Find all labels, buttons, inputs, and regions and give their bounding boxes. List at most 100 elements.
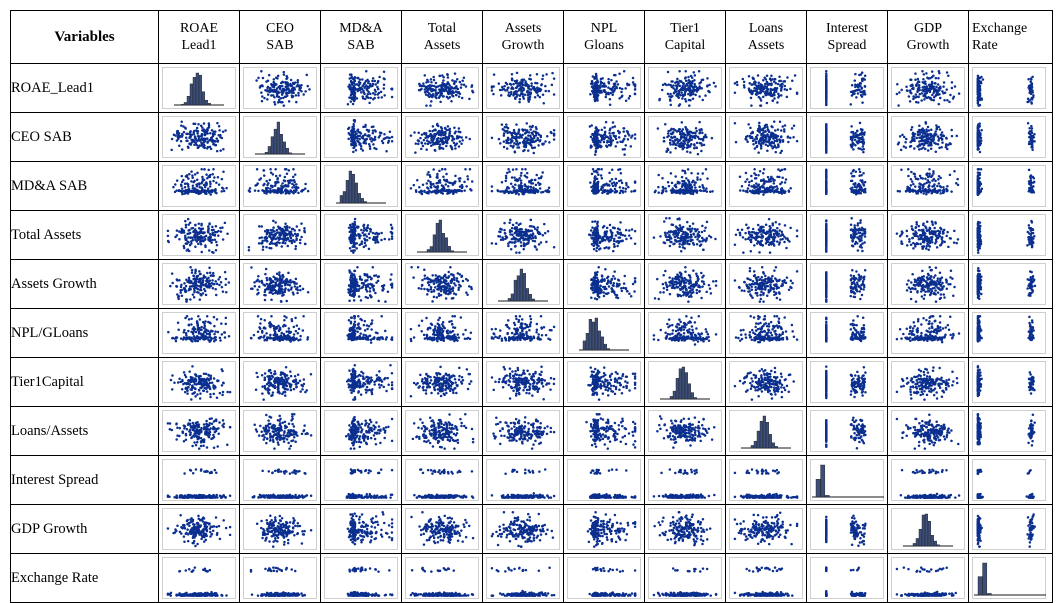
scatter-point <box>292 82 295 85</box>
scatter-point <box>1028 127 1031 129</box>
scatter-point <box>903 136 906 139</box>
scatter-point <box>773 92 776 95</box>
scatter-panel <box>969 64 1053 113</box>
scatter-point <box>979 104 982 107</box>
scatter-point <box>694 181 697 184</box>
scatter-point <box>684 77 687 80</box>
scatter-point <box>209 174 212 177</box>
scatter-point <box>780 88 783 91</box>
scatter-point <box>611 132 614 135</box>
scatter-point <box>551 72 554 75</box>
scatter-point <box>438 148 441 151</box>
scatter-point <box>369 138 372 141</box>
scatter-point <box>191 174 194 177</box>
scatter-point <box>257 190 260 193</box>
scatter-point <box>284 189 287 192</box>
scatter-point <box>784 80 787 83</box>
scatter-point <box>669 142 672 145</box>
scatter-point <box>190 180 193 183</box>
scatter-point <box>750 97 753 100</box>
scatter-point <box>374 80 377 83</box>
scatter-point <box>679 131 682 134</box>
scatter-point <box>417 143 420 146</box>
scatter-point <box>793 125 796 128</box>
scatter-point <box>426 173 429 176</box>
scatter-point <box>910 85 913 88</box>
scatter-point <box>614 183 617 186</box>
scatter-point <box>189 133 192 136</box>
scatter-point <box>456 142 459 145</box>
histogram-bar <box>196 73 199 105</box>
scatter-point <box>269 179 272 182</box>
scatter-point <box>751 180 754 183</box>
scatter-point <box>926 90 929 93</box>
scatter-point <box>609 135 612 138</box>
scatter-point <box>620 91 623 94</box>
scatter-point <box>383 133 386 136</box>
scatter-point <box>927 149 930 152</box>
scatter-point <box>669 99 672 102</box>
scatter-point <box>505 180 508 183</box>
scatter-point <box>267 182 270 185</box>
scatter-point <box>217 176 220 179</box>
scatter-point <box>825 92 828 95</box>
scatter-point <box>417 132 420 135</box>
scatter-point <box>619 87 622 90</box>
scatter-point <box>378 76 381 79</box>
scatter-point <box>592 137 595 140</box>
scatter-point <box>668 83 671 86</box>
scatter-point <box>855 134 858 137</box>
scatter-point <box>928 141 931 144</box>
scatter-panel <box>645 113 726 162</box>
scatter-point <box>600 78 603 81</box>
scatter-point <box>273 101 276 104</box>
scatter-point <box>751 83 754 86</box>
scatter-point <box>446 129 449 132</box>
scatter-point <box>266 98 269 101</box>
scatter-point <box>196 132 199 135</box>
scatter-point <box>601 129 604 132</box>
scatter-point <box>353 99 356 102</box>
scatter-point <box>685 177 688 180</box>
scatter-point <box>625 99 628 102</box>
scatter-point <box>196 179 199 182</box>
scatter-point <box>606 140 609 143</box>
scatter-point <box>654 191 657 194</box>
scatter-point <box>1031 146 1034 148</box>
scatter-point <box>291 186 294 189</box>
histogram-bar <box>202 92 205 105</box>
scatter-point <box>372 143 375 146</box>
scatter-point <box>507 168 510 171</box>
scatter-point <box>447 185 450 188</box>
scatter-point <box>535 132 538 135</box>
scatter-point <box>825 151 828 154</box>
histogram-bar <box>268 146 271 154</box>
scatter-point <box>852 143 855 146</box>
scatter-point <box>278 85 281 88</box>
scatter-point <box>365 84 368 87</box>
scatter-point <box>621 88 624 91</box>
scatter-point <box>933 88 936 91</box>
scatter-point <box>269 168 272 171</box>
scatter-point <box>760 88 763 91</box>
scatter-point <box>519 133 522 136</box>
scatter-plot <box>162 165 236 207</box>
scatter-point <box>451 90 454 93</box>
scatter-point <box>181 175 184 178</box>
scatter-point <box>214 130 217 133</box>
scatter-point <box>667 135 670 138</box>
scatter-point <box>430 81 433 84</box>
scatter-point <box>859 137 862 140</box>
scatter-point <box>756 134 759 137</box>
scatter-point <box>1031 148 1034 151</box>
scatter-point <box>432 190 435 193</box>
scatter-point <box>757 81 760 84</box>
histogram-bar <box>289 153 292 154</box>
scatter-point <box>443 83 446 86</box>
scatter-point <box>201 137 204 140</box>
scatter-point <box>276 87 279 90</box>
scatter-point <box>748 181 751 184</box>
scatter-point <box>270 171 273 174</box>
